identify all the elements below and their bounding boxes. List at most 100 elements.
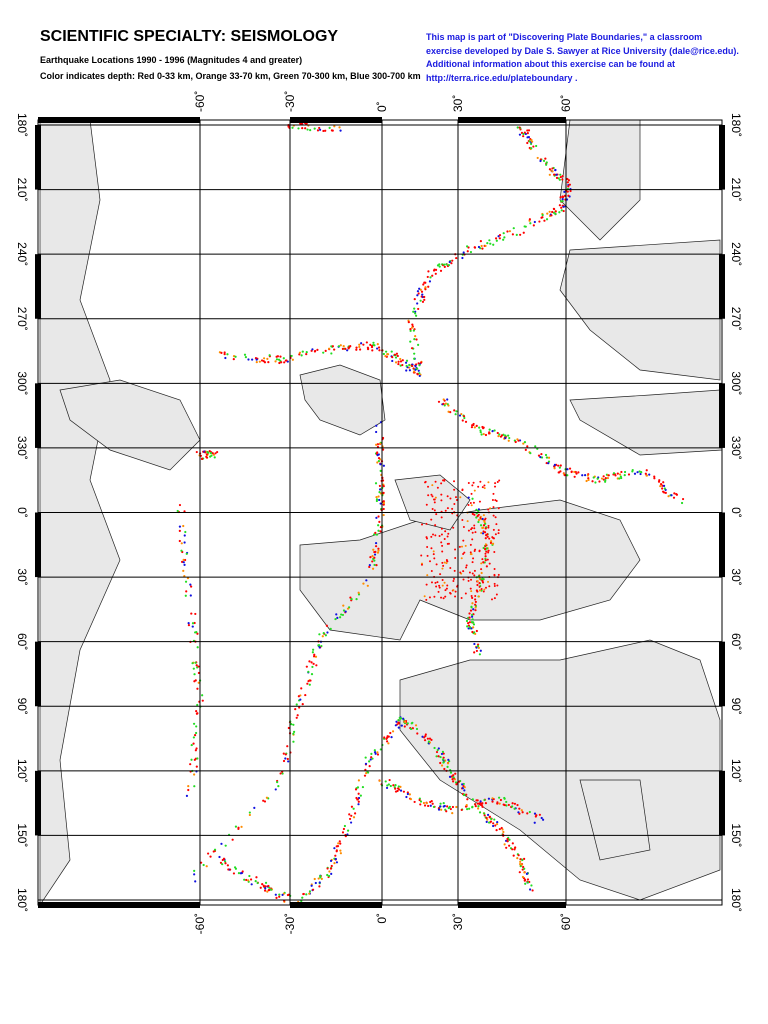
quake-dot	[480, 433, 483, 436]
quake-dot	[348, 817, 352, 821]
quake-dot	[440, 596, 443, 599]
quake-dot	[311, 348, 314, 351]
quake-dot	[423, 298, 426, 301]
quake-dot	[375, 564, 378, 567]
quake-dot	[532, 145, 535, 148]
quake-dot	[467, 627, 470, 630]
quake-dot	[544, 453, 548, 457]
quake-dot	[483, 588, 486, 591]
quake-dot	[366, 771, 370, 774]
quake-dot	[419, 800, 423, 803]
quake-dot	[314, 881, 317, 885]
quake-dot	[425, 583, 428, 586]
quake-dot	[479, 649, 482, 652]
quake-dot	[503, 796, 506, 800]
quake-dot	[268, 886, 271, 889]
quake-dot	[511, 802, 514, 805]
quake-dot	[440, 499, 443, 502]
quake-dot	[324, 634, 327, 637]
quake-dot	[416, 367, 419, 370]
quake-dot	[484, 555, 487, 558]
quake-dot	[409, 340, 412, 343]
quake-dot	[558, 211, 561, 214]
quake-dot	[497, 434, 500, 438]
quake-dot	[305, 893, 308, 896]
quake-dot	[428, 737, 432, 740]
quake-dot	[473, 426, 476, 429]
quake-dot	[558, 178, 561, 181]
quake-dot	[481, 486, 484, 489]
quake-dot	[448, 775, 452, 778]
quake-dot	[575, 472, 578, 475]
quake-dot	[264, 881, 268, 884]
quake-dot	[474, 632, 477, 636]
quake-dot	[535, 814, 538, 817]
quake-dot	[442, 402, 445, 406]
quake-dot	[330, 872, 333, 875]
quake-dot	[305, 351, 308, 354]
quake-dot	[378, 498, 381, 502]
quake-dot	[326, 867, 329, 870]
title: SCIENTIFIC SPECIALTY: SEISMOLOGY	[40, 28, 339, 45]
quake-dot	[526, 878, 530, 881]
quake-dot	[577, 471, 580, 474]
quake-dot	[551, 167, 554, 170]
quake-dot	[441, 758, 445, 761]
quake-dot	[413, 352, 416, 355]
quake-dot	[428, 596, 431, 599]
quake-dot	[438, 265, 441, 268]
quake-dot	[194, 679, 197, 682]
quake-dot	[566, 190, 569, 193]
quake-dot	[475, 516, 478, 519]
quake-dot	[551, 170, 554, 173]
quake-dot	[207, 852, 210, 855]
quake-dot	[298, 351, 302, 354]
quake-dot	[316, 129, 320, 132]
quake-dot	[354, 788, 358, 791]
quake-dot	[437, 755, 440, 758]
quake-dot	[596, 477, 599, 480]
quake-dot	[474, 606, 477, 609]
quake-dot	[486, 818, 489, 821]
quake-dot	[481, 532, 485, 535]
quake-dot	[195, 725, 198, 728]
quake-dot	[224, 862, 227, 865]
quake-dot	[540, 816, 543, 820]
quake-dot	[473, 489, 476, 492]
quake-dot	[465, 793, 468, 796]
quake-dot	[462, 526, 465, 529]
quake-dot	[431, 274, 434, 277]
quake-dot	[473, 513, 476, 516]
quake-dot	[653, 475, 656, 478]
quake-dot	[541, 213, 544, 217]
quake-dot	[396, 787, 400, 790]
quake-dot	[555, 173, 558, 176]
quake-dot	[421, 523, 424, 526]
quake-dot	[426, 737, 429, 740]
quake-dot	[548, 168, 552, 171]
quake-dot	[391, 359, 394, 363]
quake-dot	[494, 533, 497, 536]
quake-dot	[477, 518, 481, 522]
quake-dot	[428, 280, 432, 283]
quake-dot	[489, 242, 492, 245]
quake-dot	[195, 664, 198, 667]
quake-dot	[498, 802, 501, 805]
quake-dot	[429, 800, 432, 804]
quake-dot	[430, 535, 433, 538]
quake-dot	[313, 877, 316, 881]
quake-dot	[184, 530, 187, 534]
quake-dot	[182, 524, 185, 528]
quake-dot	[344, 610, 347, 613]
quake-dot	[382, 436, 385, 440]
quake-dot	[476, 583, 479, 587]
quake-dot	[423, 739, 427, 742]
quake-dot	[661, 484, 664, 487]
quake-dot	[493, 574, 496, 577]
quake-dot	[356, 798, 359, 801]
quake-dot	[463, 793, 466, 796]
quake-dot	[408, 369, 412, 372]
quake-dot	[187, 622, 190, 625]
quake-dot	[180, 560, 184, 563]
quake-dot	[586, 474, 590, 477]
